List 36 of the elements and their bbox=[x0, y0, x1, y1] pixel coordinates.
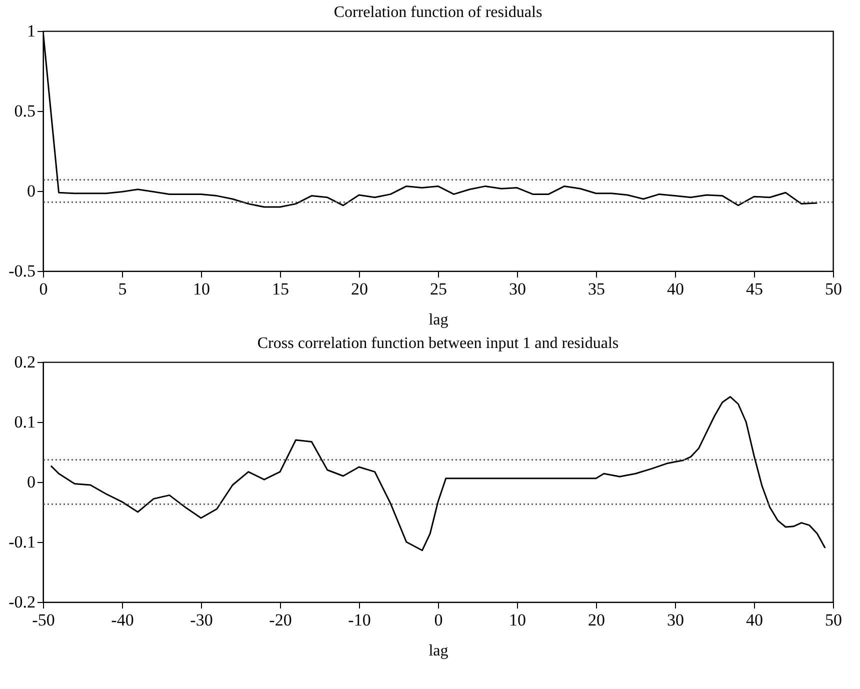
x-axis-title: lag bbox=[428, 642, 448, 660]
x-tick-label: 15 bbox=[272, 280, 289, 298]
chart-title: Cross correlation function between input 1 and residuals bbox=[257, 335, 619, 352]
x-tick-label: 0 bbox=[434, 610, 443, 630]
x-tick-label: 30 bbox=[509, 280, 526, 298]
x-tick-label: -40 bbox=[111, 610, 134, 630]
y-tick-label: 0.1 bbox=[14, 412, 36, 432]
x-tick-label: 25 bbox=[430, 280, 447, 298]
x-tick-label: -10 bbox=[348, 610, 371, 630]
x-tick-label: 20 bbox=[351, 280, 368, 298]
x-tick-label: 10 bbox=[193, 280, 210, 298]
x-tick-label: 5 bbox=[118, 280, 127, 298]
x-tick-label: 20 bbox=[588, 610, 605, 630]
x-tick-label: 30 bbox=[667, 610, 684, 630]
y-tick-label: -0.2 bbox=[8, 592, 36, 612]
y-tick-label: 0.2 bbox=[14, 352, 36, 372]
y-tick-label: 0.5 bbox=[14, 102, 36, 120]
x-axis-title: lag bbox=[428, 312, 448, 328]
x-tick-label: -30 bbox=[190, 610, 213, 630]
x-tick-label: -20 bbox=[269, 610, 292, 630]
x-tick-label: -50 bbox=[32, 610, 55, 630]
x-tick-label: 10 bbox=[509, 610, 526, 630]
y-tick-label: -0.1 bbox=[8, 532, 36, 552]
line-series bbox=[50, 396, 826, 552]
x-tick-label: 50 bbox=[825, 610, 842, 630]
y-tick-label: 0 bbox=[27, 182, 36, 200]
y-tick-label: -0.5 bbox=[8, 262, 36, 280]
x-tick-label: 40 bbox=[746, 610, 763, 630]
x-tick-label: 40 bbox=[667, 280, 684, 298]
x-tick-label: 50 bbox=[825, 280, 842, 298]
chart-title: Correlation function of residuals bbox=[334, 4, 542, 21]
y-tick-label: 1 bbox=[27, 22, 36, 40]
x-tick-label: 45 bbox=[746, 280, 763, 298]
x-tick-label: 0 bbox=[39, 280, 48, 298]
y-tick-label: 0 bbox=[27, 472, 36, 492]
x-tick-label: 35 bbox=[588, 280, 605, 298]
